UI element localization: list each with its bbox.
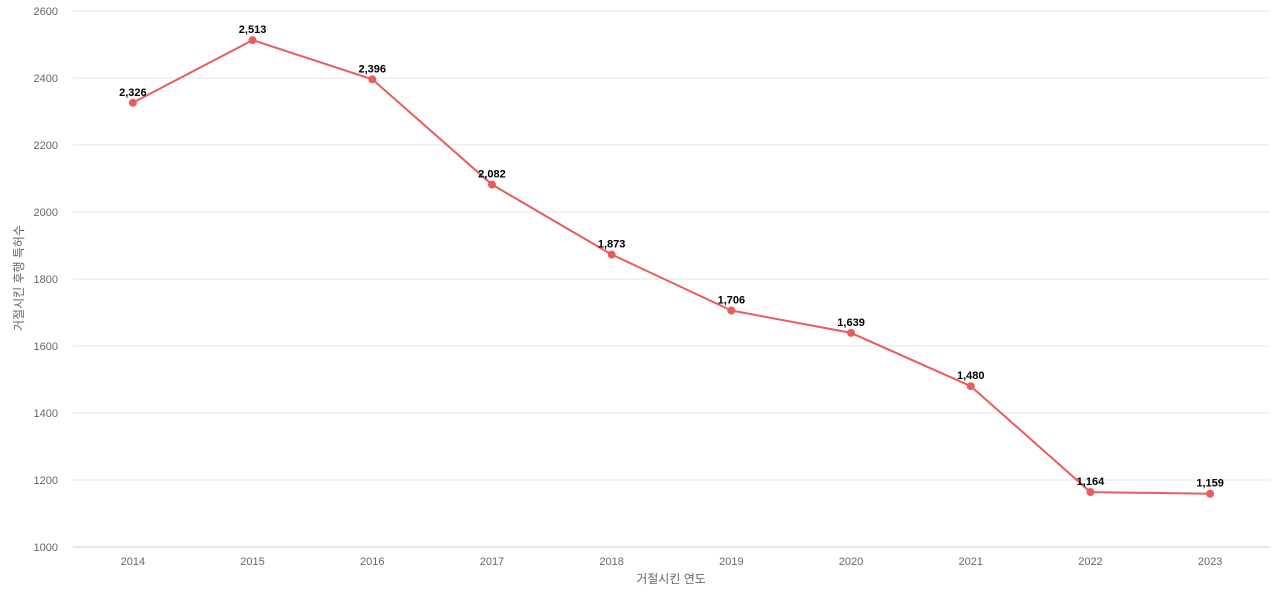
- data-label: 1,164: [1077, 476, 1105, 488]
- data-points: [128, 36, 1215, 498]
- x-tick-label: 2018: [599, 556, 623, 568]
- data-label: 2,396: [358, 63, 386, 75]
- data-label: 1,873: [598, 239, 626, 251]
- data-label: 2,326: [119, 87, 147, 99]
- data-point: [966, 382, 975, 391]
- data-label: 1,159: [1196, 478, 1224, 490]
- data-labels: 2,326 2,513 2,396 2,082 1,873 1,706 1,639 1,480…: [119, 24, 1224, 490]
- data-point: [487, 180, 496, 189]
- y-tick-label: 2000: [34, 207, 58, 219]
- data-point: [248, 36, 257, 45]
- x-axis-title: 거절시킨 연도: [636, 572, 706, 586]
- x-tick-label: 2014: [121, 556, 145, 568]
- y-tick-label: 1400: [34, 408, 58, 420]
- data-point: [128, 98, 137, 107]
- y-axis-ticks: 1000 1200 1400 1600 1800 2000 2200 2400 2600: [34, 6, 58, 554]
- data-point: [1206, 489, 1215, 498]
- y-tick-label: 1800: [34, 274, 58, 286]
- data-point: [847, 328, 856, 337]
- data-point: [727, 306, 736, 315]
- y-tick-label: 1200: [34, 475, 58, 487]
- x-tick-label: 2020: [839, 556, 863, 568]
- x-tick-label: 2021: [959, 556, 983, 568]
- x-tick-label: 2019: [719, 556, 743, 568]
- y-tick-label: 2600: [34, 6, 58, 18]
- data-point: [1086, 488, 1095, 497]
- data-label: 2,082: [478, 169, 506, 181]
- y-tick-label: 1600: [34, 341, 58, 353]
- gridlines: [73, 10, 1270, 548]
- x-tick-label: 2015: [240, 556, 264, 568]
- x-tick-label: 2022: [1078, 556, 1102, 568]
- y-axis-title: 거절시킨 후행 특허수: [11, 225, 26, 331]
- x-axis-ticks: 2014 2015 2016 2017 2018 2019 2020 2021 2022 2023: [121, 556, 1223, 568]
- y-tick-label: 1000: [34, 542, 58, 554]
- data-label: 1,639: [837, 317, 865, 329]
- data-label: 1,706: [718, 294, 746, 306]
- y-tick-label: 2200: [34, 140, 58, 152]
- x-tick-label: 2016: [360, 556, 384, 568]
- data-point: [607, 250, 616, 259]
- data-point: [368, 75, 377, 84]
- series-layer: [131, 39, 1212, 495]
- y-tick-label: 2400: [34, 73, 58, 85]
- series-line: [131, 39, 1212, 495]
- data-label: 1,480: [957, 370, 985, 382]
- x-tick-label: 2017: [480, 556, 504, 568]
- x-tick-label: 2023: [1198, 556, 1222, 568]
- data-label: 2,513: [239, 24, 267, 36]
